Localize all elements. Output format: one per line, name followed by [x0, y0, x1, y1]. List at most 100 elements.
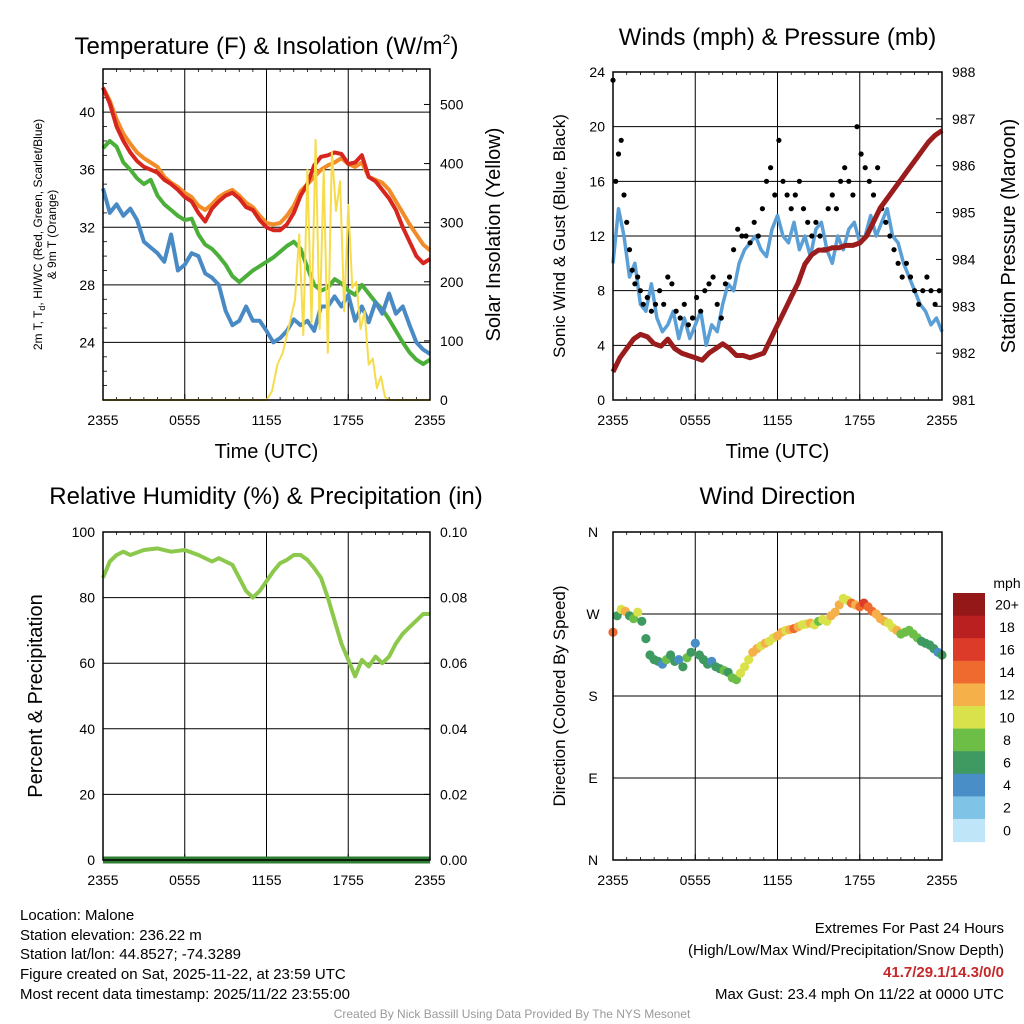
temp-y2tick-label: 300 [440, 215, 464, 231]
wind-gust-point [652, 301, 659, 307]
rh-panel: 2355 0555 1155 1755 2355 0 20 40 60 80 100 0.00 0.02… [25, 483, 483, 888]
temp-y2tick-label: 0 [440, 392, 448, 408]
wdir-colorbar-swatch [953, 796, 985, 820]
wind-gust-point [743, 233, 749, 239]
wind-gust-point [924, 274, 930, 280]
wind-gust-point [866, 178, 872, 184]
wind-gust-point [780, 178, 786, 184]
wdir-point [830, 607, 840, 617]
wind-gust-point [726, 274, 733, 280]
wind-gust-point [838, 178, 844, 184]
rh-ytick-label: 60 [79, 655, 95, 671]
max-gust-text: Max Gust: 23.4 mph On 11/22 at 0000 UTC [714, 986, 1004, 1003]
wind-gust-point [891, 247, 897, 253]
wind-gust-point [755, 233, 761, 239]
wind-ytick-label: 24 [589, 64, 605, 80]
wind-gust-point [805, 219, 811, 225]
wind-gust-point [875, 165, 881, 171]
temp-ylabel-sub: d [37, 306, 47, 311]
wdir-colorbar-label: 18 [999, 619, 1015, 635]
latlon-text: Station lat/lon: 44.8527; -74.3289 [20, 946, 242, 964]
wind-gust-point [796, 178, 803, 184]
wind-xtick-label: 0555 [680, 412, 711, 428]
wind-gust-point [813, 219, 819, 225]
wdir-colorbar-swatch [953, 638, 985, 662]
wind-gust-point [735, 226, 741, 232]
wind-gust-point [920, 288, 926, 294]
wind-ytick-label: 8 [597, 283, 605, 299]
rh-ytick-label: 80 [79, 590, 95, 606]
elevation-text: Station elevation: 236.22 m [20, 926, 202, 944]
wind-series-line [610, 128, 944, 373]
wdir-point [686, 647, 696, 657]
wind-gust-point [862, 165, 868, 171]
wind-xtick-label: 1155 [762, 412, 792, 428]
location-text: Location: Malone [20, 907, 135, 924]
wind-gust-point [621, 192, 627, 198]
wdir-point [744, 655, 754, 665]
temp-ylabel-rest: , HI/WC (Red, Green, Scarlet/Blue) [31, 119, 45, 306]
rh-ytick-label: 20 [79, 786, 95, 802]
wind-gust-point [657, 288, 663, 294]
wdir-colorbar-label: 2 [1003, 800, 1011, 816]
temp-y2tick-label: 100 [440, 333, 464, 349]
temp-y2tick-label: 200 [440, 274, 464, 290]
wdir-colorbar-swatch [953, 773, 985, 797]
wdir-point [637, 616, 647, 626]
wdir-colorbar-swatch [953, 593, 985, 617]
temp-ytick-label: 40 [79, 104, 95, 120]
wind-ytick-label: 12 [589, 228, 605, 244]
extremes-subtitle: (High/Low/Max Wind/Precipitation/Snow De… [688, 942, 1004, 959]
rh-y2tick-label: 0.04 [440, 721, 467, 737]
extremes-title: Extremes For Past 24 Hours [814, 920, 1004, 937]
wdir-colorbar-label: 14 [999, 664, 1015, 680]
wind-gust-point [677, 315, 683, 321]
rh-ytick-label: 100 [72, 524, 96, 540]
wdir-colorbar-label: 12 [999, 687, 1015, 703]
wind-gust-point [739, 233, 745, 239]
wdir-colorbar-label: 10 [999, 709, 1015, 725]
wind-gust-point [883, 219, 889, 225]
wind-ytick-label: 4 [597, 337, 605, 353]
wind-gust-point [644, 294, 650, 301]
rh-xtick-label: 1755 [333, 872, 364, 888]
wdir-colorbar-label: 20+ [995, 596, 1019, 612]
wind-gust-point [731, 247, 737, 253]
wdir-colorbar-label: 16 [999, 642, 1015, 658]
wind-gust-point [661, 301, 667, 307]
wind-y2tick-label: 988 [952, 64, 976, 80]
wdir-point [633, 607, 643, 617]
wdir-plot-border [612, 531, 943, 861]
wdir-xtick-label: 2355 [597, 872, 628, 888]
wdir-colorbar-swatch [953, 728, 985, 752]
wind-gust-point [751, 219, 757, 225]
wind-gust-point [747, 240, 753, 246]
wind-title: Winds (mph) & Pressure (mb) [619, 24, 936, 51]
wind-gust-point [833, 206, 840, 212]
wind-xlabel: Time (UTC) [726, 441, 830, 463]
rh-ylabel: Percent & Precipitation [25, 594, 47, 797]
wdir-colorbar: mph 20+ 18 16 14 12 10 8 6 4 2 0 [953, 575, 1021, 843]
wdir-ytick-label: E [588, 770, 597, 786]
wdir-ytick-label: W [586, 606, 600, 622]
recent-data-text: Most recent data timestamp: 2025/11/22 2… [20, 985, 350, 1003]
station-info: Location: Malone Station elevation: 236.… [20, 906, 350, 1005]
wind-gust-point [640, 301, 646, 307]
temp-y2tick-label: 400 [440, 156, 464, 172]
wind-gust-point [673, 308, 679, 314]
wind-gust-point [689, 315, 696, 321]
wind-gust-point [850, 192, 856, 198]
wdir-ytick-label: N [588, 524, 598, 540]
rh-y2tick-label: 0.10 [440, 524, 467, 540]
wdir-colorbar-swatch [953, 706, 985, 730]
wind-gust-point [681, 301, 687, 307]
temp-panel: 2355 0555 1155 1755 235524283236400100200300… [31, 31, 505, 463]
wind-gust-point [792, 192, 798, 198]
wind-gust-point [912, 288, 918, 294]
temp-xtick-label: 2355 [414, 412, 445, 428]
wind-gust-point [870, 192, 877, 198]
wind-y2tick-label: 984 [952, 251, 976, 267]
wind-y2tick-label: 982 [952, 345, 976, 361]
rh-xtick-label: 2355 [414, 872, 445, 888]
